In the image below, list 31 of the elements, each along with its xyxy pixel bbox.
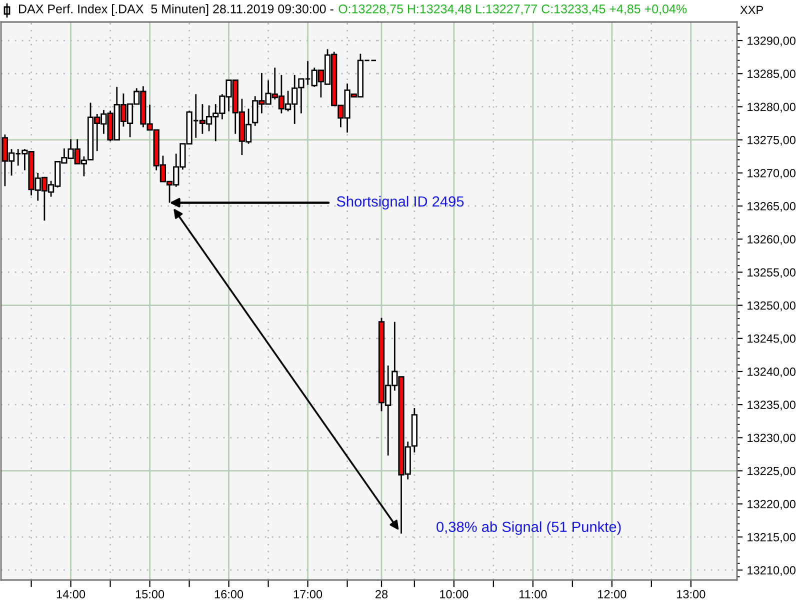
- y-tick-label: 13210,00: [748, 566, 796, 576]
- y-tick-label: 13275,00: [748, 136, 796, 146]
- x-tick-label: 28: [376, 590, 388, 598]
- x-tick-label: 17:00: [294, 590, 322, 598]
- x-tick-label: 11:00: [519, 590, 547, 598]
- y-tick-label: 13225,00: [748, 466, 796, 477]
- y-tick-label: 13270,00: [748, 168, 796, 179]
- chart-subtitle: O:13228,75 H:13234,48 L:13227,77 C:13233,45 +4,85 +0,04%: [338, 4, 687, 15]
- annotation: Shortsignal ID 2495: [336, 196, 464, 210]
- y-tick-label: 13265,00: [748, 202, 796, 212]
- y-tick-label: 13280,00: [748, 102, 796, 113]
- y-tick-label: 13215,00: [748, 533, 796, 543]
- y-tick-label: 13290,00: [748, 36, 796, 46]
- chart-title: DAX Perf. Index [.DAX 5 Minuten] 28.11.2019 09:30:00 -: [19, 4, 334, 16]
- x-tick-label: 16:00: [214, 590, 244, 598]
- y-tick-label: 13240,00: [748, 368, 796, 378]
- y-tick-label: 13245,00: [748, 334, 796, 344]
- x-tick-label: 15:00: [136, 590, 164, 598]
- y-tick-label: 13235,00: [748, 400, 796, 410]
- y-tick-label: 13230,00: [748, 434, 796, 444]
- x-tick-label: 12:00: [598, 590, 626, 598]
- y-tick-label: 13220,00: [748, 500, 796, 510]
- x-tick-label: 14:00: [56, 590, 86, 598]
- annotation: 0,38% ab Signal (51 Punkte): [436, 521, 621, 535]
- y-tick-label: 13250,00: [748, 301, 796, 312]
- x-tick-label: 13:00: [677, 590, 706, 598]
- x-tick-label: 10:00: [440, 590, 468, 598]
- y-tick-label: 13255,00: [748, 268, 796, 278]
- text: XXP: [740, 6, 763, 14]
- y-tick-label: 13260,00: [748, 235, 796, 245]
- y-tick-label: 13285,00: [748, 70, 796, 80]
